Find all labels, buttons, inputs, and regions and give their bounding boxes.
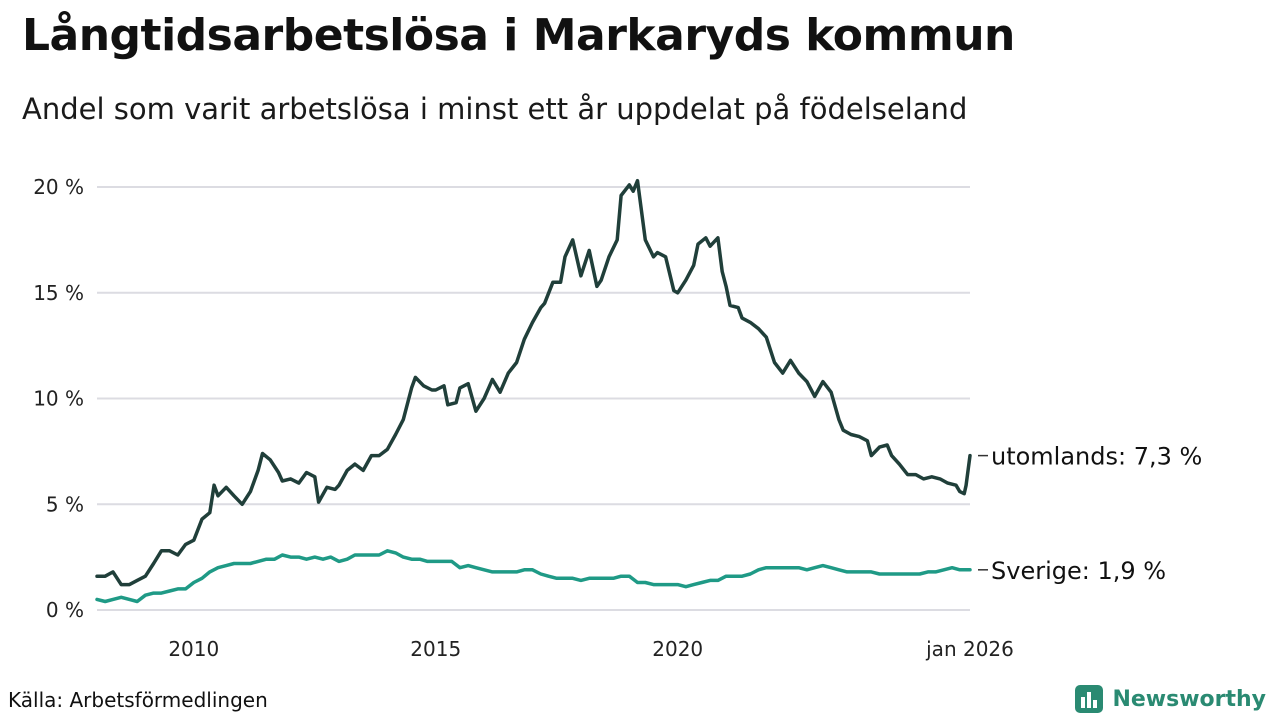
series-line-utomlands [95,178,972,587]
x-tick-label: 2010 [168,637,219,661]
chart-subtitle: Andel som varit arbetslösa i minst ett å… [22,92,968,126]
y-tick-label: 10 % [33,387,84,411]
x-axis-ticks: 2010 2015 2020 jan 2026 [168,637,1014,661]
brand-logo: Newsworthy [1074,684,1266,714]
y-tick-label: 0 % [46,598,84,622]
series-line-sverige [95,549,972,604]
gridlines [97,186,970,611]
y-axis-ticks: 0 % 5 % 10 % 15 % 20 % [33,175,84,622]
line-chart: 0 %5 %10 %15 %20 % 2010 2015 2020 jan 2026 … [33,175,1202,661]
y-tick-label: 5 % [46,492,84,516]
chart-title: Långtidsarbetslösa i Markaryds kommun [22,10,1015,61]
end-label-utomlands: utomlands: 7,3 % [991,443,1202,471]
y-tick-label: 20 % [33,175,84,199]
x-tick-label: 2015 [410,637,461,661]
x-tick-label: 2020 [652,637,703,661]
brand-name: Newsworthy [1112,686,1266,712]
source-note: Källa: Arbetsförmedlingen [8,688,268,712]
end-label-sverige: Sverige: 1,9 % [991,557,1166,585]
series-lines [95,178,972,604]
newsworthy-logo-icon [1075,685,1104,713]
x-tick-label: jan 2026 [925,637,1014,661]
y-tick-label: 15 % [33,281,84,305]
end-labels: utomlands: 7,3 % Sverige: 1,9 % [978,443,1202,585]
